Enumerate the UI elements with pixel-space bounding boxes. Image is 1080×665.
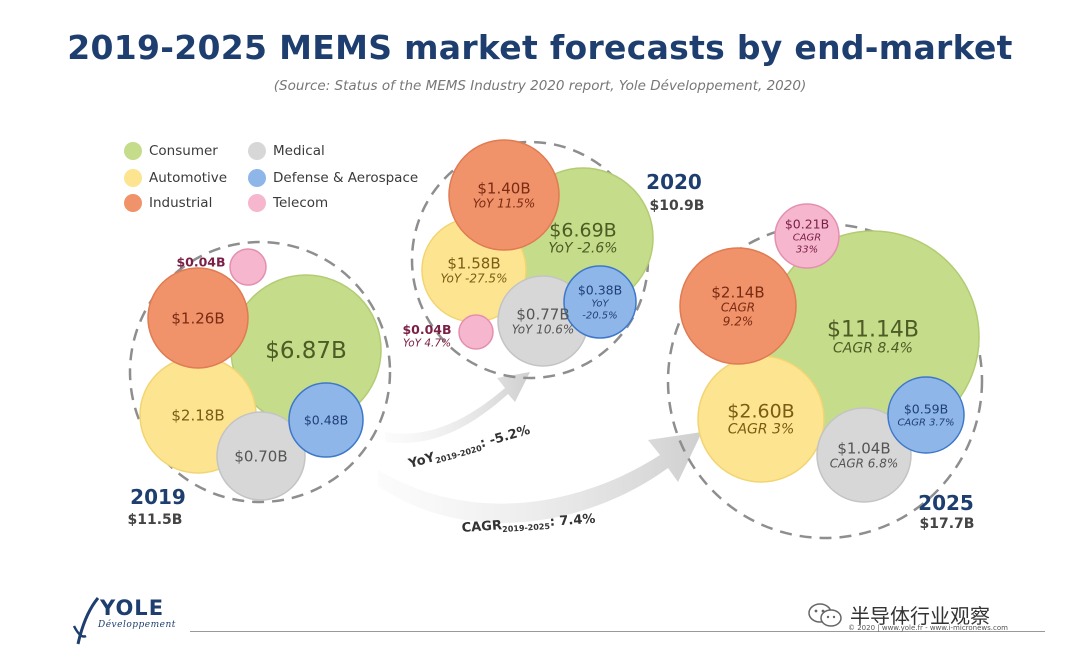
bubble-sub-defense-aerospace-2020: -20.5% [582, 310, 617, 321]
bubble-sub-medical-2025: CAGR 6.8% [830, 456, 899, 470]
yole-logo: YOLE Développement [72, 596, 202, 646]
bubble-sub-automotive-2025: CAGR 3% [728, 422, 795, 438]
legend-item-industrial: Industrial [124, 194, 212, 212]
bubble-value-industrial-2025: $2.14B [711, 283, 764, 301]
bubble-telecom-2025 [774, 203, 840, 269]
bubble-medical-2019 [216, 411, 306, 501]
legend-swatch [124, 194, 142, 212]
legend-item-medical: Medical [248, 142, 325, 160]
legend-item-consumer: Consumer [124, 142, 218, 160]
bubble-industrial-2025 [679, 247, 797, 365]
bubble-value-defense-aerospace-2025: $0.59B [904, 401, 948, 416]
legend-label: Telecom [273, 195, 329, 211]
legend-label: Medical [273, 143, 325, 159]
legend-label: Industrial [149, 195, 213, 211]
arrow-cagr [378, 432, 702, 523]
bubble-sub-telecom-2025: CAGR [793, 232, 822, 243]
logo-sub: Développement [98, 620, 176, 630]
bubble-value-medical-2025: $1.04B [837, 439, 890, 457]
legend-swatch [124, 169, 142, 187]
bubble-sub-consumer-2020: YoY -2.6% [548, 241, 617, 257]
bubble-value-telecom-2025: $0.21B [785, 216, 829, 231]
bubble-medical-2025 [816, 407, 912, 503]
bubble-value-defense-aerospace-2020: $0.38B [578, 282, 622, 297]
bubble-sub-industrial-2025: 9.2% [723, 314, 754, 328]
bubble-value-automotive-2025: $2.60B [727, 401, 794, 423]
bubble-sub-defense-aerospace-2020: YoY [591, 298, 609, 309]
bubble-telecom-2019 [229, 248, 267, 286]
arrow-yoy [385, 372, 530, 444]
bubble-defense-aerospace-2025 [887, 376, 965, 454]
bubble-defense-aerospace-2019 [288, 382, 364, 458]
watermark: 半导体行业观察 [808, 600, 990, 629]
copyright: © 2020 | www.yole.fr - www.i-micronews.c… [848, 624, 1008, 632]
bubble-sub-telecom-2020: YoY 4.7% [403, 338, 451, 350]
group-outline-2025 [666, 222, 984, 540]
bubble-sub-telecom-2025: 33% [796, 244, 818, 255]
bubble-sub-consumer-2025: CAGR 8.4% [833, 341, 913, 357]
arrow-yoy-label: YoY2019-2020: -5.2% [406, 423, 532, 473]
bubble-sub-automotive-2020: YoY -27.5% [441, 271, 508, 285]
arrow-cagr-label: CAGR2019-2025: 7.4% [461, 512, 596, 537]
legend-item-defense-aerospace: Defense & Aerospace [248, 169, 418, 187]
bubble-industrial-2020 [448, 139, 560, 251]
bubble-value-industrial-2020: $1.40B [477, 179, 530, 197]
legend-swatch [248, 194, 266, 212]
group-outline-2019 [128, 240, 392, 504]
total-label-2019: $11.5B [128, 512, 183, 528]
bubble-telecom-2020 [458, 314, 494, 350]
bubble-value-telecom-2019: $0.04B [176, 254, 225, 269]
watermark-text: 半导体行业观察 [850, 604, 990, 628]
legend-swatch [124, 142, 142, 160]
page-title: 2019-2025 MEMS market forecasts by end-m… [67, 28, 1013, 67]
bubble-sub-medical-2020: YoY 10.6% [512, 322, 575, 336]
bubble-value-industrial-2019: $1.26B [171, 309, 224, 327]
bubble-value-telecom-2020: $0.04B [402, 322, 451, 337]
footer-line [190, 631, 1045, 632]
legend-swatch [248, 142, 266, 160]
legend-label: Automotive [149, 170, 228, 186]
bubble-value-consumer-2025: $11.14B [827, 318, 919, 343]
wechat-icon [808, 602, 842, 627]
total-label-2020: $10.9B [650, 198, 705, 214]
yole-swoosh-icon [72, 597, 100, 645]
year-label-2025: 2025 [918, 491, 974, 515]
legend-item-automotive: Automotive [124, 169, 227, 187]
legend-label: Consumer [149, 143, 218, 159]
bubble-value-defense-aerospace-2019: $0.48B [304, 412, 348, 427]
bubble-defense-aerospace-2020 [563, 265, 637, 339]
source-note: (Source: Status of the MEMS Industry 202… [273, 78, 807, 94]
bubble-sub-industrial-2020: YoY 11.5% [473, 196, 536, 210]
bubble-industrial-2019 [147, 267, 249, 369]
bubble-value-automotive-2019: $2.18B [171, 406, 224, 424]
legend-item-telecom: Telecom [248, 194, 328, 212]
logo-name: YOLE [100, 596, 165, 620]
legend-swatch [248, 169, 266, 187]
bubble-sub-industrial-2025: CAGR [721, 300, 755, 314]
total-label-2025: $17.7B [920, 516, 975, 532]
year-label-2019: 2019 [130, 485, 186, 509]
bubble-value-consumer-2019: $6.87B [265, 338, 347, 364]
legend-label: Defense & Aerospace [273, 170, 419, 186]
bubble-value-consumer-2020: $6.69B [549, 220, 616, 242]
year-label-2020: 2020 [646, 170, 702, 194]
bubble-value-medical-2019: $0.70B [234, 447, 287, 465]
bubble-sub-defense-aerospace-2025: CAGR 3.7% [897, 417, 954, 428]
bubble-value-medical-2020: $0.77B [516, 305, 569, 323]
bubble-value-automotive-2020: $1.58B [447, 254, 500, 272]
